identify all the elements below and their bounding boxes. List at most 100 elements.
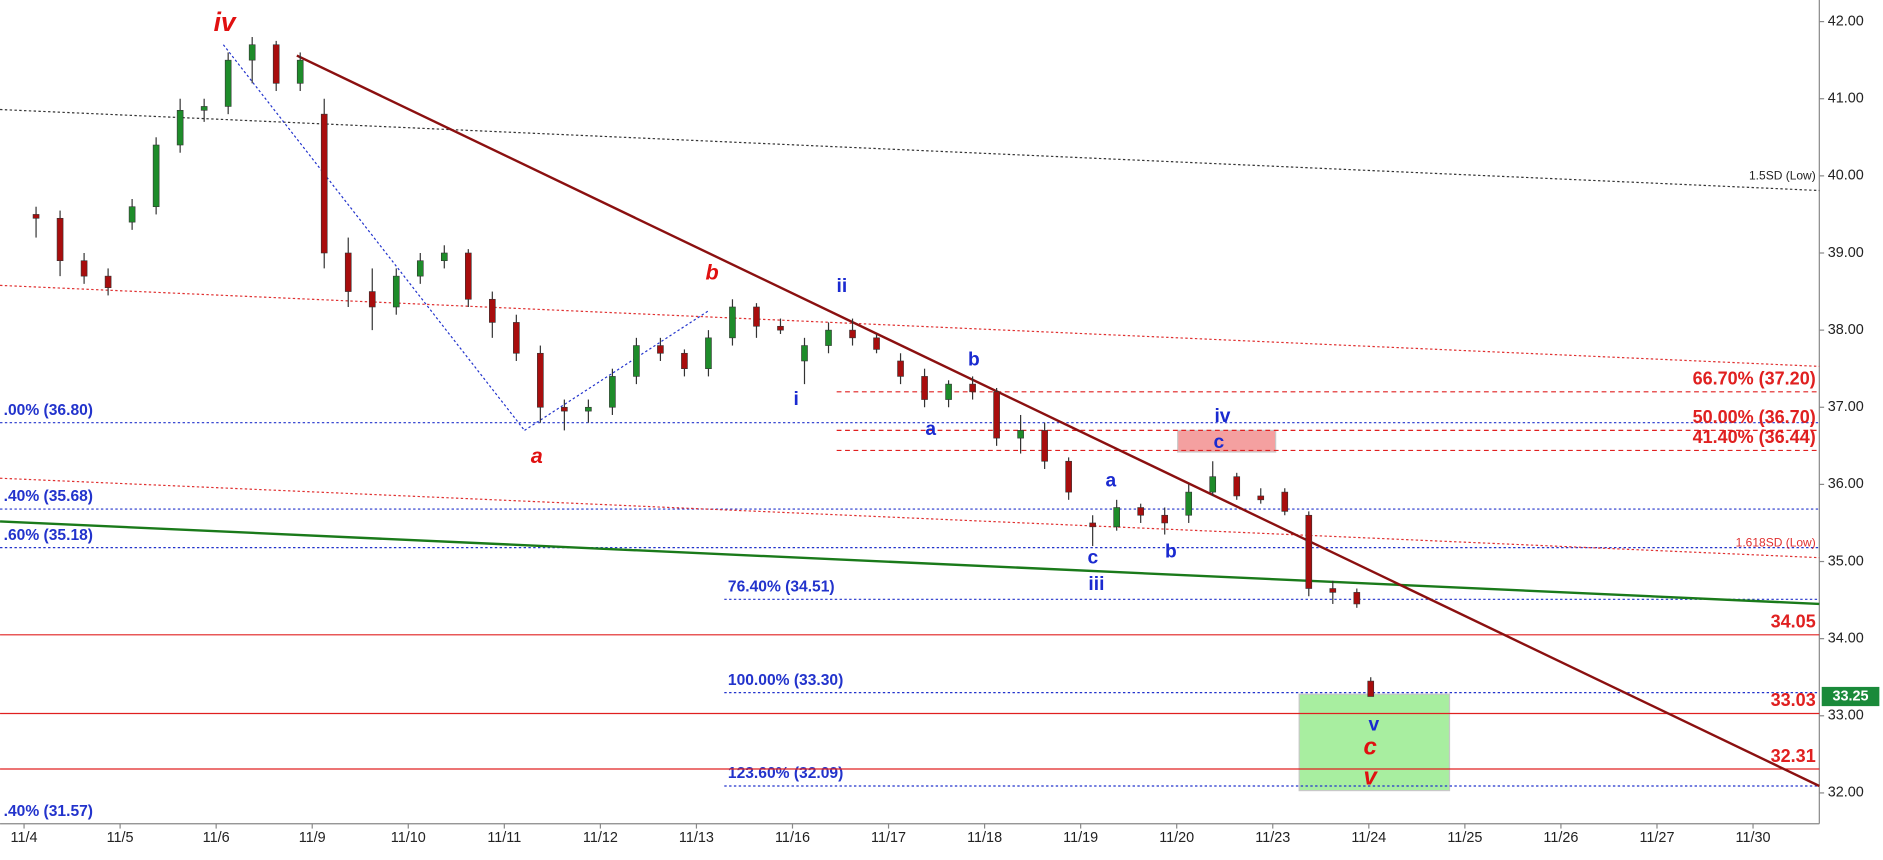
candle-body [152, 144, 160, 208]
wave-label: iv [1214, 406, 1230, 427]
candle-body [561, 406, 568, 412]
y-tick-label: 35.00 [1828, 553, 1864, 569]
level-label: .00% (36.80) [4, 402, 93, 419]
x-tick-label: 11/30 [1736, 830, 1771, 846]
candle-body [224, 59, 232, 107]
wave-label: iv [214, 7, 237, 37]
candle-body [657, 345, 664, 354]
candle-body [104, 275, 112, 289]
candle-body [1329, 588, 1337, 593]
x-tick-label: 11/18 [967, 830, 1002, 846]
wave-label: c [1214, 432, 1225, 453]
x-tick-label: 11/5 [107, 830, 134, 846]
candle-body [897, 360, 904, 377]
level-label: 76.40% (34.51) [728, 578, 835, 595]
wave-label: iii [1088, 574, 1104, 595]
candle-body [825, 329, 832, 346]
level-label: .40% (35.68) [4, 488, 93, 505]
candle-body [729, 306, 736, 339]
x-tick-label: 11/10 [391, 830, 426, 846]
candle-body [1353, 592, 1361, 605]
wave-label: v [1364, 763, 1379, 790]
candle-body [969, 383, 976, 393]
x-tick-label: 11/20 [1159, 830, 1194, 846]
x-tick-label: 11/11 [487, 830, 521, 846]
level-label: .40% (31.57) [4, 803, 93, 820]
candle-body [633, 345, 640, 377]
candle-body [465, 252, 472, 300]
candle-body [128, 206, 136, 223]
x-tick-label: 11/17 [871, 830, 906, 846]
trendline [0, 284, 1820, 367]
x-tick-label: 11/16 [775, 830, 810, 846]
candle-body [1281, 491, 1289, 512]
candle-body [80, 260, 88, 277]
y-tick-label: 32.00 [1828, 785, 1864, 801]
candle-body [56, 217, 64, 262]
candle-body [320, 113, 328, 254]
candle-body [753, 306, 760, 327]
candle-body [1367, 680, 1375, 697]
candle-body [801, 345, 808, 362]
level-label: 50.00% (36.70) [1693, 407, 1816, 427]
candle-body [873, 337, 880, 350]
y-tick-label: 36.00 [1828, 476, 1864, 492]
candle-body [681, 352, 688, 369]
level-label: 123.60% (32.09) [728, 765, 843, 782]
candle-body [392, 275, 400, 308]
zone [1298, 693, 1451, 792]
candle-body [849, 329, 856, 339]
level-label: 100.00% (33.30) [728, 672, 843, 689]
candle-body [513, 322, 520, 354]
x-tick-label: 11/4 [11, 830, 38, 846]
candle-body [585, 406, 592, 412]
x-tick-label: 11/25 [1447, 830, 1482, 846]
wave-label: b [1165, 541, 1177, 562]
wave-label: b [706, 259, 719, 284]
wave-label: a [925, 419, 936, 440]
candle-body [32, 214, 40, 219]
last-price-box [1821, 686, 1880, 707]
trendline [0, 477, 1820, 559]
wave-label: a [1105, 471, 1116, 492]
y-tick-label: 40.00 [1828, 168, 1864, 184]
wave-label: c [1087, 547, 1098, 568]
level-label: 41.40% (36.44) [1693, 427, 1816, 447]
y-tick-label: 33.00 [1828, 708, 1864, 724]
level-label: 32.31 [1771, 746, 1816, 766]
x-tick-label: 11/12 [583, 830, 618, 846]
last-price-label: 33.25 [1833, 688, 1869, 704]
candle-body [1089, 522, 1096, 528]
level-label: 66.70% (37.20) [1693, 369, 1816, 389]
y-tick-label: 39.00 [1828, 245, 1864, 261]
x-tick-label: 11/13 [679, 830, 714, 846]
trendline-label: 1.5SD (Low) [1749, 168, 1816, 182]
candle-body [945, 383, 952, 400]
candle-body [416, 260, 424, 277]
level-label: 33.03 [1771, 690, 1816, 710]
candle-body [344, 252, 352, 292]
x-tick-label: 11/9 [299, 830, 326, 846]
wave-label: v [1368, 714, 1379, 735]
candle-body [489, 298, 496, 323]
trendline [296, 54, 1820, 788]
candle-body [705, 337, 712, 369]
x-tick-label: 11/27 [1639, 830, 1674, 846]
y-tick-label: 34.00 [1828, 630, 1864, 646]
candle-body [1017, 430, 1024, 439]
candle-body [1041, 430, 1048, 462]
y-tick-label: 37.00 [1828, 399, 1864, 415]
candle-body [921, 376, 928, 400]
level-label: 34.05 [1771, 612, 1816, 632]
candle-body [777, 325, 784, 331]
candle-body [1137, 507, 1144, 516]
y-tick-label: 38.00 [1828, 322, 1864, 338]
x-tick-label: 11/6 [203, 830, 230, 846]
trendline [524, 310, 709, 431]
candle-body [440, 252, 448, 262]
y-tick-label: 41.00 [1828, 91, 1864, 107]
y-tick-label: 42.00 [1828, 13, 1864, 29]
